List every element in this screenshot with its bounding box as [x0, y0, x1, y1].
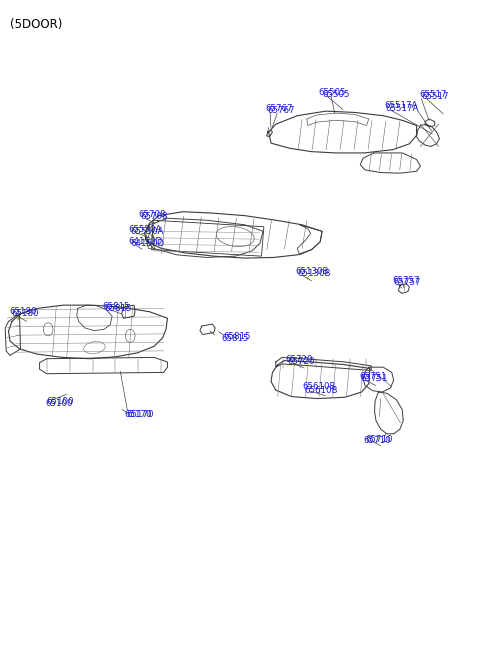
Text: 65550A: 65550A [129, 225, 162, 234]
Text: 65815: 65815 [223, 332, 251, 341]
Text: 65610B: 65610B [302, 382, 336, 391]
Text: 65751: 65751 [360, 375, 388, 384]
Text: 65130B: 65130B [295, 268, 328, 276]
Text: 65517: 65517 [421, 92, 449, 100]
Text: 65550A: 65550A [130, 227, 164, 236]
Text: 65180: 65180 [11, 309, 38, 318]
Text: 65720: 65720 [288, 358, 315, 367]
Text: 65751: 65751 [360, 373, 387, 382]
Text: 65710: 65710 [363, 436, 391, 445]
Text: 65710: 65710 [365, 434, 393, 443]
Text: 65100: 65100 [45, 399, 73, 407]
Text: 65170: 65170 [126, 410, 154, 419]
Text: 65100: 65100 [47, 397, 74, 405]
Text: 65757: 65757 [394, 277, 421, 287]
Text: (5DOOR): (5DOOR) [10, 18, 62, 31]
Text: 65130B: 65130B [297, 269, 331, 278]
Text: 65757: 65757 [393, 276, 420, 285]
Text: 65767: 65767 [265, 104, 293, 113]
Text: 64150D: 64150D [130, 239, 164, 247]
Text: 65505: 65505 [319, 88, 346, 96]
Text: 64150D: 64150D [129, 237, 163, 245]
Text: 65815: 65815 [104, 304, 132, 313]
Text: 65505: 65505 [322, 90, 349, 98]
Text: 65708: 65708 [141, 213, 168, 222]
Text: 65720: 65720 [285, 355, 313, 364]
Text: 65180: 65180 [9, 307, 36, 316]
Text: 65517A: 65517A [384, 102, 418, 110]
Text: 65517: 65517 [419, 90, 446, 98]
Text: 65708: 65708 [139, 211, 167, 220]
Text: 65610B: 65610B [304, 386, 338, 394]
Text: 65767: 65767 [268, 106, 295, 115]
Text: 65517A: 65517A [385, 104, 419, 113]
Text: 65815: 65815 [221, 334, 249, 343]
Text: 65815: 65815 [103, 302, 130, 311]
Text: 65170: 65170 [124, 411, 152, 419]
